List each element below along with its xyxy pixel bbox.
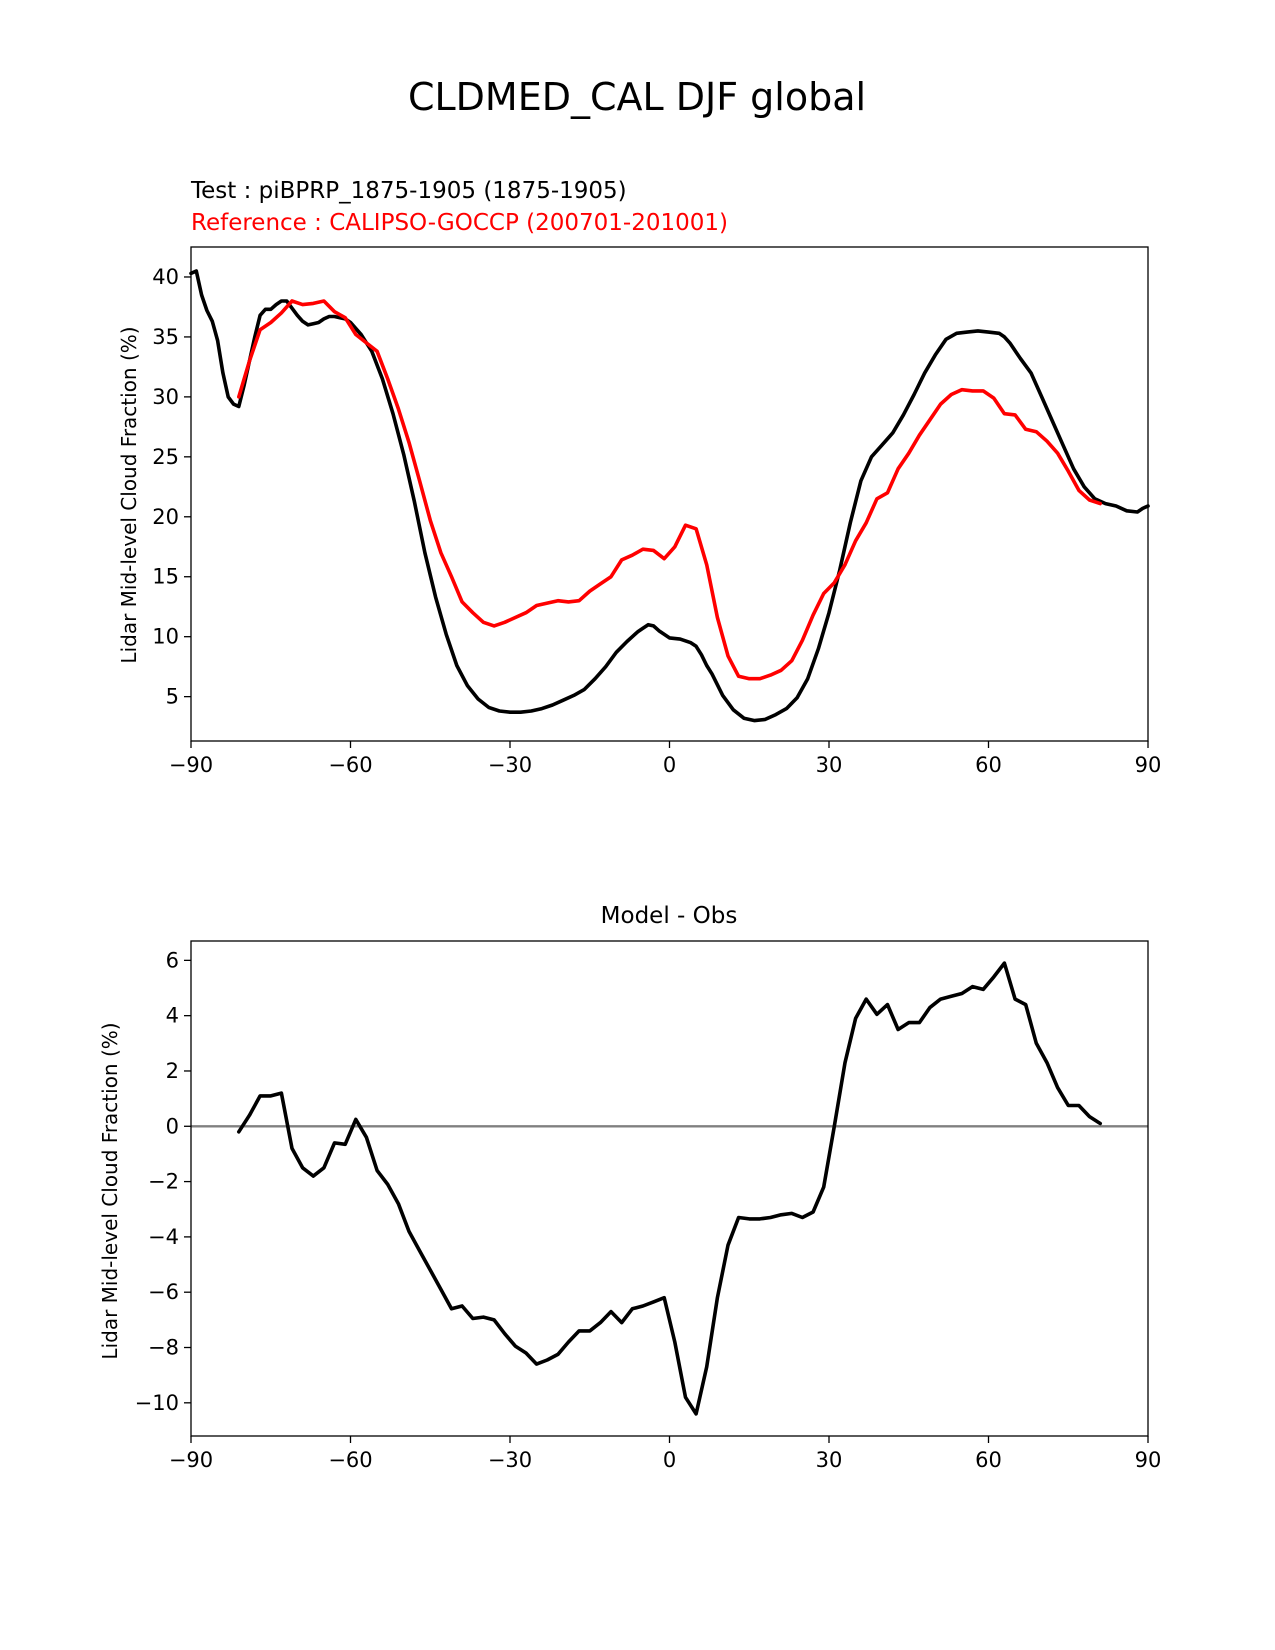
bottom-x-tick-label: 60 [975,1448,1002,1472]
top-x-tick-label: −30 [488,753,532,777]
top-y-tick-label: 10 [152,625,179,649]
bottom-panel-title: Model - Obs [601,903,738,929]
reference-label: Reference : CALIPSO-GOCCP (200701-201001… [191,210,728,236]
top-x-tick-label: 30 [816,753,843,777]
top-plot-area: −90 −60 −30 0 30 60 90 5 10 15 20 25 30 35 40 [152,246,1162,777]
bottom-y-tick-label: 2 [166,1059,179,1083]
bottom-y-tick-label: −4 [148,1225,179,1249]
bottom-y-tick-label: 6 [166,948,179,972]
top-y-tick-label: 5 [166,685,179,709]
top-y-axis-label: Lidar Mid-level Cloud Fraction (%) [117,326,141,663]
bottom-y-tick-label: −2 [148,1170,179,1194]
top-x-tick-label: −90 [169,753,213,777]
bottom-y-tick-label: 0 [166,1114,179,1138]
figure-title: CLDMED_CAL DJF global [408,75,866,119]
bottom-y-tick-label: −8 [148,1336,179,1360]
top-x-tick-label: 0 [663,753,676,777]
test-label: Test : piBPRP_1875-1905 (1875-1905) [190,178,627,204]
top-series-line-1 [237,299,1102,681]
top-y-tick-label: 30 [152,385,179,409]
top-x-tick-label: 90 [1135,753,1162,777]
bottom-x-tick-label: −60 [328,1448,372,1472]
top-x-tick-label: 60 [975,753,1002,777]
bottom-plot-area: −90 −60 −30 0 30 60 90 −10 −8 −6 −4 −2 0 2 4 6 [135,940,1162,1472]
bottom-x-tick-label: −30 [488,1448,532,1472]
top-panel: Test : piBPRP_1875-1905 (1875-1905) Refe… [117,178,1161,777]
top-x-tick-label: −60 [328,753,372,777]
top-y-tick-label: 15 [152,565,179,589]
top-y-tick-label: 25 [152,445,179,469]
bottom-y-tick-label: 4 [166,1004,179,1028]
bottom-x-tick-label: 30 [816,1448,843,1472]
bottom-panel: Model - Obs Lidar Mid-level Cloud Fracti… [98,903,1161,1472]
bottom-y-tick-label: −10 [135,1391,179,1415]
bottom-y-tick-label: −6 [148,1280,179,1304]
bottom-x-tick-label: 0 [663,1448,676,1472]
top-y-tick-label: 40 [152,265,179,289]
bottom-x-tick-label: 90 [1135,1448,1162,1472]
top-y-tick-label: 35 [152,325,179,349]
bottom-series-line-0 [237,961,1102,1416]
top-y-tick-label: 20 [152,505,179,529]
bottom-y-axis-label: Lidar Mid-level Cloud Fraction (%) [98,1022,122,1359]
bottom-x-tick-label: −90 [169,1448,213,1472]
